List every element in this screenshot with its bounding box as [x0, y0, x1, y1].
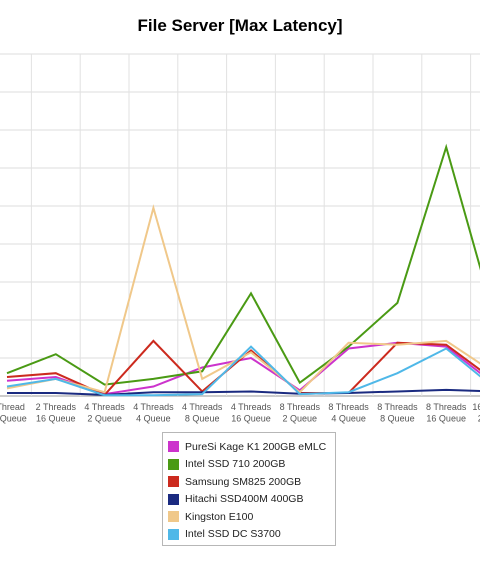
chart-title: File Server [Max Latency] — [137, 16, 343, 35]
legend-label: Samsung SM825 200GB — [185, 475, 302, 488]
legend-item: Intel SSD 710 200GB — [163, 456, 335, 474]
legend-swatch — [168, 511, 179, 523]
x-tick-label: 8 Threads 8 Queue — [377, 402, 418, 424]
x-tick-label: 1 Thread16 Queue — [0, 402, 27, 424]
series-lines — [6, 143, 480, 397]
series-line-3 — [7, 388, 480, 396]
x-tick-label: 8 Threads 16 Queue — [426, 402, 467, 424]
legend: PureSi Kage K1 200GB eMLC Intel SSD 710 2… — [162, 432, 336, 546]
x-tick-label: 4 Threads 16 Queue — [231, 402, 272, 424]
x-tick-label: 2 Threads 16 Queue — [36, 402, 77, 424]
x-tick-label: 4 Threads 2 Queue — [84, 402, 125, 424]
legend-label: Intel SSD DC S3700 — [185, 528, 281, 541]
series-line-5 — [6, 345, 480, 397]
legend-item: Samsung SM825 200GB — [163, 473, 335, 491]
legend-swatch — [168, 528, 179, 540]
x-tick-label: 8 Threads 4 Queue — [328, 402, 369, 424]
legend-swatch — [168, 441, 179, 453]
legend-label: Kingston E100 — [185, 510, 254, 523]
legend-item: Intel SSD DC S3700 — [163, 526, 335, 544]
legend-label: PureSi Kage K1 200GB eMLC — [185, 440, 327, 453]
x-tick-label: 4 Threads 4 Queue — [133, 402, 174, 424]
x-tick-label: 8 Threads 2 Queue — [280, 402, 321, 424]
legend-swatch — [168, 458, 179, 470]
legend-swatch — [168, 476, 179, 488]
legend-item: Hitachi SSD400M 400GB — [163, 491, 335, 509]
legend-label: Intel SSD 710 200GB — [185, 458, 286, 471]
x-tick-label: 4 Threads 8 Queue — [182, 402, 223, 424]
legend-item: Kingston E100 — [163, 508, 335, 526]
series-line-4 — [6, 204, 480, 394]
legend-label: Hitachi SSD400M 400GB — [185, 493, 304, 506]
legend-item: PureSi Kage K1 200GB eMLC — [163, 438, 335, 456]
legend-swatch — [168, 493, 179, 505]
series-line-1 — [6, 143, 480, 386]
